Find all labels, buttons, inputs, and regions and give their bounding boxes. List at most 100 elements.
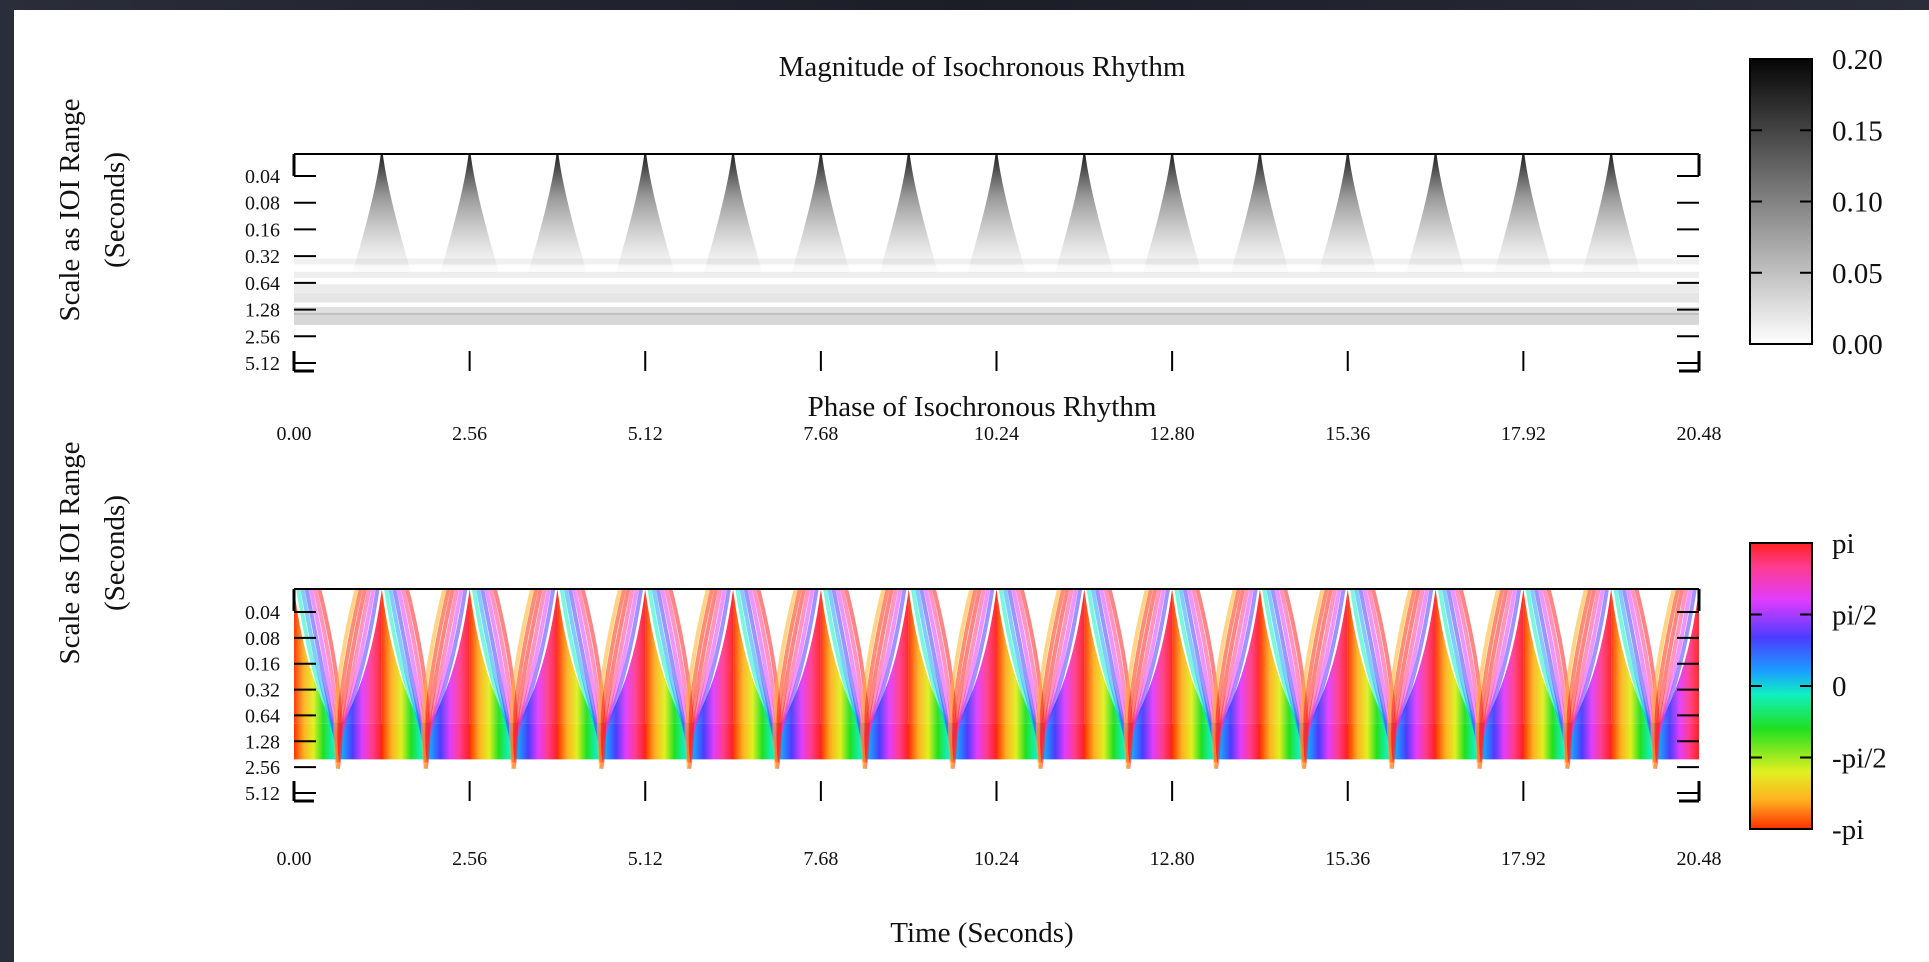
y-tick-label: 5.12 <box>245 783 280 805</box>
magnitude-onset-cone <box>790 154 851 275</box>
phase-cusp <box>1347 589 1436 731</box>
phase-contour <box>508 588 535 769</box>
y-tick-label: 0.04 <box>245 166 280 188</box>
x-tick-label: 17.92 <box>1501 423 1546 445</box>
phase-ylabel-line2: (Seconds) <box>99 495 131 611</box>
y-tick-label: 2.56 <box>245 757 280 779</box>
phase-contour <box>772 588 798 769</box>
phase-cusp <box>996 589 1085 731</box>
y-tick-label: 0.64 <box>245 705 280 727</box>
phase-contour <box>1474 588 1501 769</box>
phase-contour <box>1123 588 1149 769</box>
magnitude-band <box>294 312 1699 325</box>
colorbar-tick-label: -pi <box>1832 814 1864 846</box>
phase-contour <box>421 588 447 769</box>
colorbar-tick-label: -pi/2 <box>1832 743 1887 775</box>
x-tick-label: 15.36 <box>1325 848 1370 870</box>
phase-cusp <box>645 589 734 731</box>
colorbar-tick-label: 0.00 <box>1832 329 1883 361</box>
magnitude-ylabel-line1: Scale as IOI Range <box>54 98 86 321</box>
x-tick-label: 7.68 <box>803 848 838 870</box>
magnitude-band <box>294 284 1699 293</box>
x-tick-label: 17.92 <box>1501 848 1546 870</box>
x-tick-label: 15.36 <box>1325 423 1370 445</box>
x-tick-label: 12.80 <box>1150 848 1195 870</box>
magnitude-onset-cone <box>351 154 412 275</box>
colorbar-tick-label: 0.20 <box>1832 44 1883 76</box>
x-tick-label: 0.00 <box>277 848 312 870</box>
y-tick-label: 0.32 <box>245 680 280 702</box>
phase-ylabel: Scale as IOI Range (Seconds) <box>54 441 131 664</box>
x-tick-label: 12.80 <box>1150 423 1195 445</box>
colorbar-tick-label: pi <box>1832 528 1855 560</box>
y-tick-label: 0.16 <box>245 219 280 241</box>
magnitude-ylabel-line2: (Seconds) <box>99 152 131 268</box>
y-tick-label: 2.56 <box>245 326 280 348</box>
magnitude-onset-cone <box>615 154 676 275</box>
slide: Magnitude of Isochronous Rhythm Phase of… <box>14 10 1929 962</box>
magnitude-onset-cone <box>439 154 500 275</box>
magnitude-onset-cone <box>1405 154 1466 275</box>
phase-title: Phase of Isochronous Rhythm <box>808 391 1157 423</box>
magnitude-onset-cone <box>1229 154 1290 275</box>
x-tick-label: 0.00 <box>277 423 312 445</box>
x-tick-label: 10.24 <box>974 423 1019 445</box>
y-tick-label: 0.16 <box>245 654 280 676</box>
phase-contour <box>1211 588 1237 769</box>
magnitude-plot <box>294 154 1699 373</box>
x-tick-label: 2.56 <box>452 423 487 445</box>
phase-cusp <box>733 589 821 731</box>
phase-cusp <box>1611 589 1699 731</box>
magnitude-onset-cone <box>1493 154 1554 275</box>
phase-cusp <box>908 589 997 731</box>
colorbar-tick-label: pi/2 <box>1832 600 1877 632</box>
phase-cusp <box>1084 589 1173 731</box>
y-tick-label: 0.64 <box>245 273 280 295</box>
phase-contour <box>1035 588 1062 769</box>
magnitude-onset-cone <box>1054 154 1115 275</box>
y-tick-label: 1.28 <box>245 300 280 322</box>
phase-cusp <box>1259 589 1348 731</box>
magnitude-onset-cone <box>703 154 764 275</box>
magnitude-ylabel: Scale as IOI Range (Seconds) <box>54 98 131 321</box>
phase-band <box>294 723 1699 760</box>
phase-contour <box>1562 588 1588 769</box>
phase-ylabel-line1: Scale as IOI Range <box>54 441 86 664</box>
phase-contour <box>948 588 974 769</box>
colorbar-tick-label: 0.05 <box>1832 258 1883 290</box>
magnitude-onset-cone <box>1581 154 1642 275</box>
x-axis-label: Time (Seconds) <box>890 917 1073 949</box>
magnitude-title: Magnitude of Isochronous Rhythm <box>779 51 1186 83</box>
magnitude-onset-cone <box>1317 154 1378 275</box>
magnitude-onset-cone <box>1142 154 1203 275</box>
y-tick-label: 0.04 <box>245 602 280 624</box>
y-tick-label: 1.28 <box>245 731 280 753</box>
phase-contour <box>860 588 886 769</box>
magnitude-band <box>294 306 1699 315</box>
y-tick-label: 0.32 <box>245 246 280 268</box>
phase-contour <box>1650 588 1676 769</box>
phase-contour <box>333 588 359 769</box>
phase-cusp <box>294 589 382 731</box>
magnitude-band <box>294 292 1699 303</box>
x-tick-label: 5.12 <box>628 423 663 445</box>
phase-cusp <box>820 589 909 731</box>
magnitude-colorbar: 0.20 0.15 0.10 0.05 0.00 <box>1749 44 1883 361</box>
magnitude-onset-cone <box>966 154 1027 275</box>
x-tick-label: 7.68 <box>803 423 838 445</box>
axes: 0.04 0.08 0.16 0.32 0.64 1.28 2.56 5.12 0.00 2.56… <box>245 153 1722 870</box>
phase-contour <box>596 588 622 769</box>
phase-plot <box>294 588 1699 769</box>
phase-cusp <box>469 589 558 731</box>
magnitude-onset-cone <box>878 154 939 275</box>
phase-contour <box>684 588 710 769</box>
colorbar-tick-label: 0.10 <box>1832 187 1883 219</box>
y-tick-label: 0.08 <box>245 628 280 650</box>
colorbar-tick-label: 0 <box>1832 671 1847 703</box>
x-tick-label: 2.56 <box>452 848 487 870</box>
phase-cusp <box>557 589 646 731</box>
magnitude-onset-cone <box>527 154 588 275</box>
x-tick-label: 20.48 <box>1677 848 1722 870</box>
chart-canvas: Magnitude of Isochronous Rhythm Phase of… <box>54 44 1887 949</box>
phase-cusp <box>1523 589 1612 731</box>
